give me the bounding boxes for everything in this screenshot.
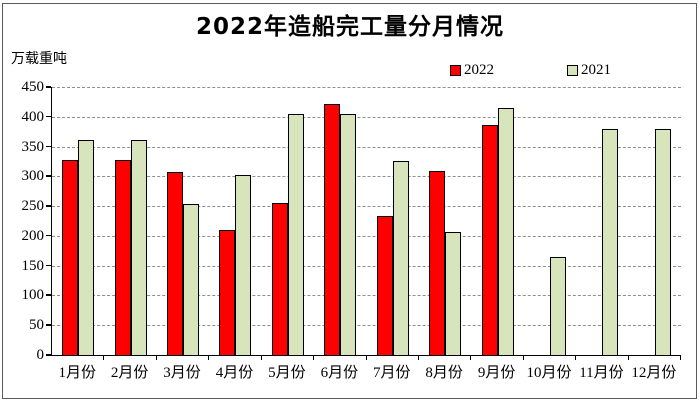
x-axis-tick [103, 356, 105, 360]
y-axis-tick [46, 205, 51, 207]
x-axis-label-9月份: 9月份 [477, 365, 516, 381]
bar-2021-2月份 [130, 140, 147, 355]
gridline-250 [52, 206, 681, 208]
y-axis-tick [46, 354, 51, 356]
legend-label-2022: 2022 [464, 62, 494, 78]
bar-2021-3月份 [183, 203, 200, 355]
bar-2021-5月份 [287, 113, 304, 355]
y-axis-label-300: 300 [21, 168, 45, 185]
bar-groups [52, 87, 682, 360]
x-axis-label-11月份: 11月份 [579, 365, 624, 381]
y-axis-label-250: 250 [21, 198, 45, 215]
gridline-200 [52, 235, 681, 237]
x-axis-tick [155, 356, 157, 360]
legend-swatch-2021 [567, 65, 578, 76]
y-axis-label-100: 100 [21, 287, 45, 304]
bar-2022-9月份 [481, 124, 498, 355]
bar-group-2月份 [104, 87, 157, 360]
gridline-350 [52, 146, 681, 148]
y-axis-tick [46, 294, 51, 296]
x-axis-tick [260, 356, 262, 360]
gridline-300 [52, 176, 681, 178]
x-axis-label-3月份: 3月份 [163, 365, 201, 381]
y-axis-tick [46, 264, 51, 267]
y-axis-label-450: 450 [21, 79, 45, 95]
legend-item-2021: 2021 [567, 62, 611, 79]
bar-2021-4月份 [235, 175, 252, 355]
legend: 2022 2021 [450, 62, 611, 79]
bar-2021-11月份 [602, 128, 619, 355]
gridline-400 [52, 116, 681, 118]
bar-2022-6月份 [324, 103, 341, 355]
bar-2021-9月份 [497, 107, 514, 355]
bar-2021-12月份 [654, 128, 671, 355]
bar-2022-8月份 [429, 170, 446, 355]
bar-group-8月份 [419, 87, 472, 360]
bar-2021-1月份 [78, 140, 95, 355]
x-axis-label-10月份: 10月份 [526, 365, 572, 381]
plot-area: 450 400 350 300 250 200 150 100 50 0 [22, 79, 682, 363]
bar-group-5月份 [262, 87, 315, 360]
bar-2021-8月份 [445, 231, 462, 355]
chart-title: 2022年造船完工量分月情况 [195, 14, 504, 40]
bar-2022-1月份 [62, 160, 79, 355]
x-axis-label-2月份: 2月份 [110, 365, 149, 381]
x-axis-tick [313, 356, 315, 360]
x-axis-label-8月份: 8月份 [425, 365, 463, 381]
bar-2022-7月份 [376, 215, 393, 355]
y-axis-label-350: 350 [21, 138, 45, 155]
x-axis-labels: 1月份 2月份 3月份 4月份 5月份 6月份 7月份 8月份 9月份 10月份 11月份 12月份 [51, 361, 680, 382]
y-axis-tick [46, 86, 51, 88]
bar-2022-3月份 [167, 171, 184, 355]
gridline-450 [52, 87, 681, 88]
bar-2022-4月份 [219, 229, 236, 355]
x-axis-label-1月份: 1月份 [58, 365, 96, 381]
bar-2021-7月份 [392, 160, 409, 355]
bar-group-4月份 [209, 87, 262, 360]
x-axis-tick [627, 356, 629, 360]
gridline-150 [52, 265, 681, 267]
x-axis-label-12月份: 12月份 [631, 365, 677, 381]
y-axis-label-200: 200 [21, 227, 45, 244]
bar-2021-6月份 [340, 113, 357, 355]
bar-group-10月份 [524, 87, 577, 360]
y-axis-tick [46, 234, 51, 237]
x-axis-label-4月份: 4月份 [215, 365, 254, 381]
bar-2022-2月份 [114, 160, 131, 355]
bar-group-1月份 [52, 87, 105, 360]
bar-group-9月份 [471, 87, 524, 360]
legend-label-2021: 2021 [581, 62, 611, 78]
x-axis-tick [575, 356, 577, 360]
y-axis-label-0: 0 [36, 347, 45, 363]
gridline-100 [52, 295, 681, 297]
y-axis-tick [46, 175, 51, 177]
legend-swatch-2022 [450, 65, 461, 76]
y-axis-tick [46, 145, 51, 148]
x-axis-tick [365, 356, 367, 360]
x-axis-tick [680, 356, 682, 360]
x-axis-label-5月份: 5月份 [268, 365, 306, 381]
bar-group-7月份 [367, 87, 419, 360]
bar-2021-10月份 [550, 256, 566, 355]
bar-group-6月份 [314, 87, 367, 360]
x-axis-tick [470, 356, 472, 360]
y-axis-unit-label: 万载重吨 [11, 52, 67, 67]
y-axis-tick [46, 115, 51, 118]
y-axis-label-150: 150 [21, 257, 45, 274]
bar-group-3月份 [157, 87, 210, 360]
legend-item-2022: 2022 [450, 62, 494, 79]
bar-group-11月份 [576, 87, 629, 360]
x-axis-tick [417, 356, 419, 360]
bar-2022-5月份 [271, 203, 288, 355]
x-axis-tick [208, 356, 210, 360]
x-axis-tick [522, 356, 524, 360]
y-axis-label-400: 400 [21, 108, 45, 125]
gridline-50 [52, 325, 681, 327]
x-axis-label-7月份: 7月份 [372, 365, 411, 381]
y-axis-label-50: 50 [29, 317, 44, 334]
bar-group-12月份 [629, 87, 682, 360]
y-axis-tick [46, 324, 51, 326]
x-axis-label-6月份: 6月份 [320, 365, 359, 381]
